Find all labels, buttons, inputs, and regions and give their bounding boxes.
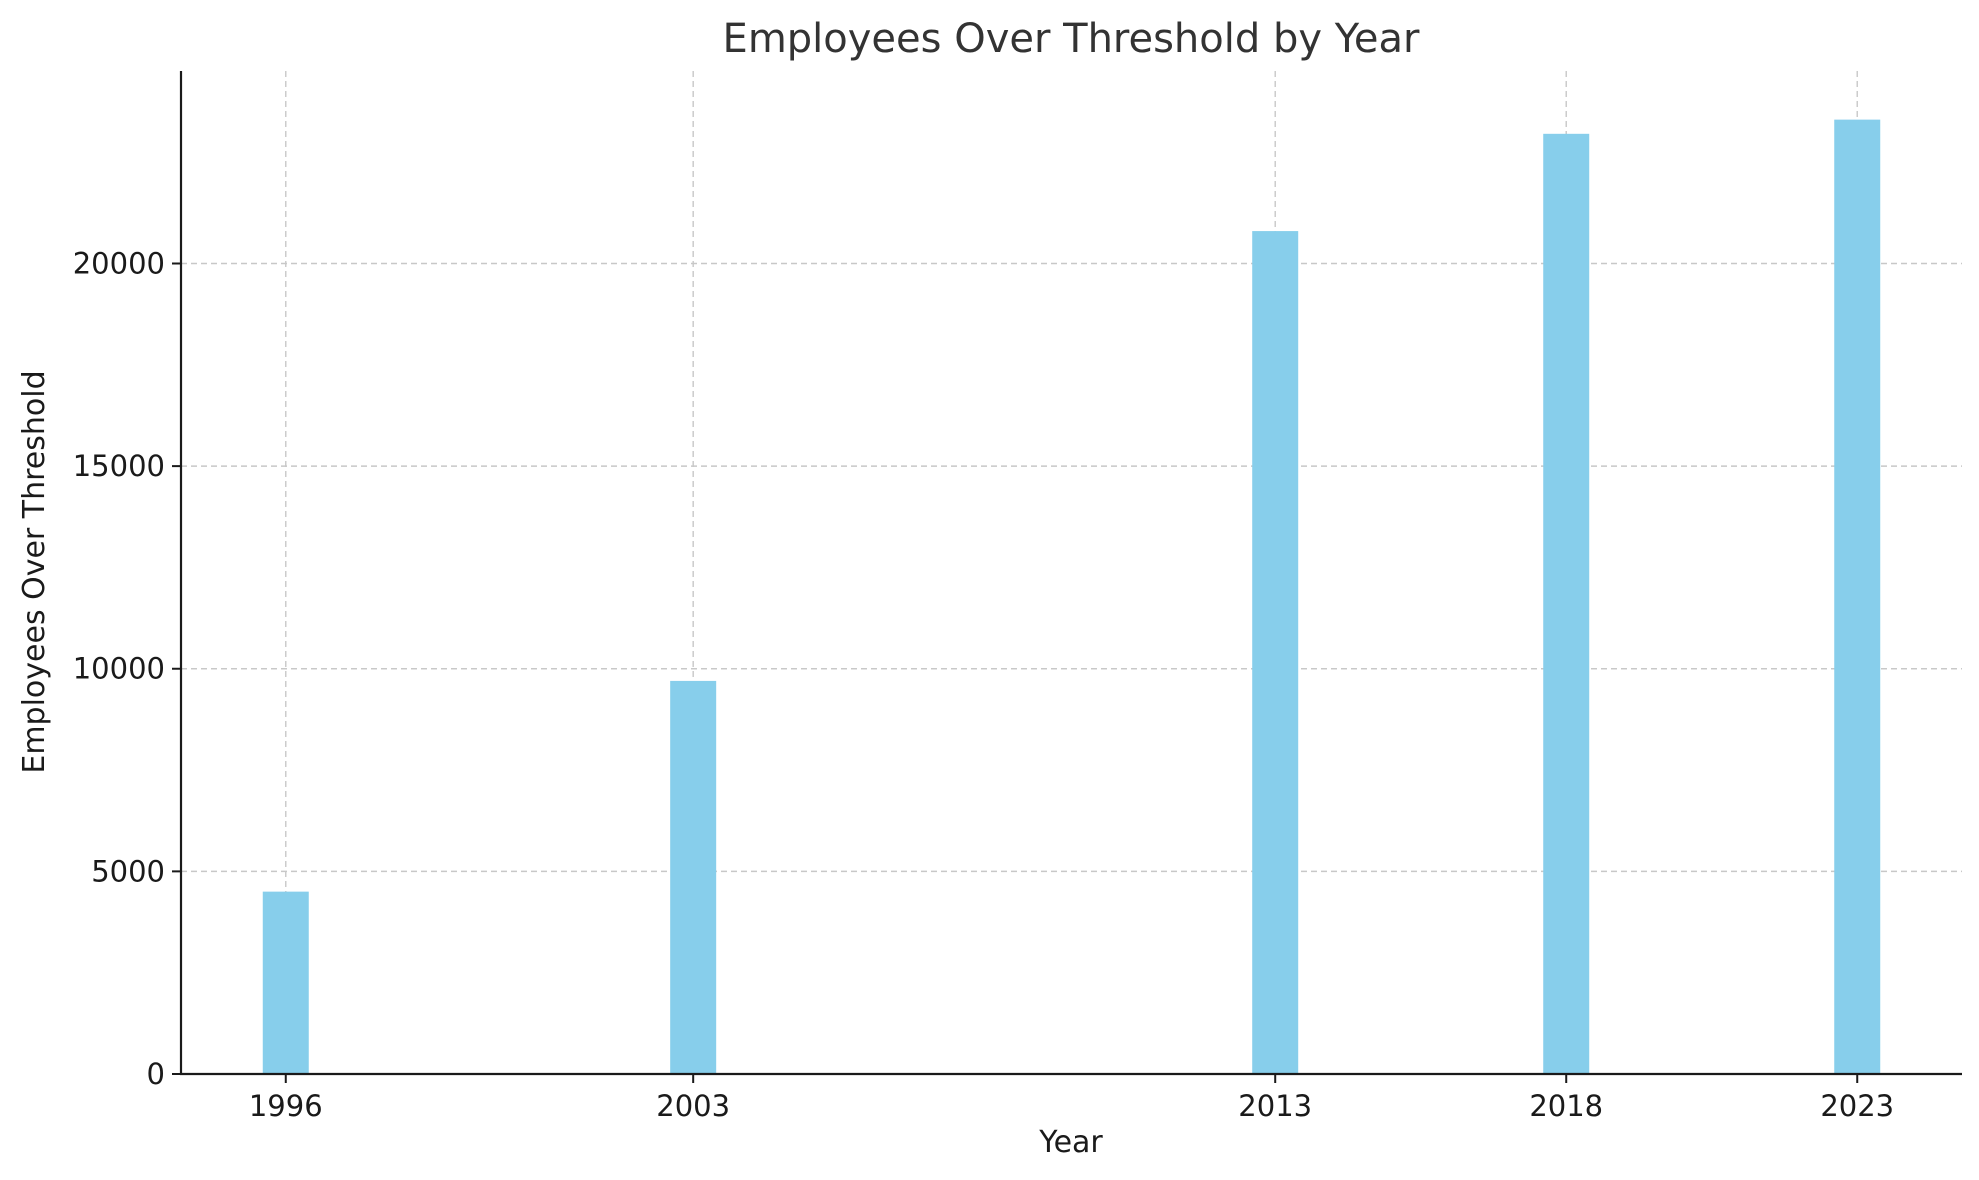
x-axis-label: Year [1038, 1125, 1103, 1160]
bars [262, 119, 1881, 1074]
x-tick-label: 2023 [1820, 1089, 1894, 1123]
bar-1996 [262, 891, 309, 1074]
y-tick-label: 10000 [73, 652, 165, 686]
y-tick-label: 0 [147, 1057, 165, 1091]
axes [179, 71, 1962, 1076]
chart-title: Employees Over Threshold by Year [723, 16, 1420, 62]
x-tick-label: 1996 [249, 1089, 323, 1123]
bar-2018 [1543, 133, 1590, 1074]
y-ticks: 0 5000 10000 15000 20000 [73, 246, 181, 1091]
x-tick-label: 2018 [1529, 1089, 1603, 1123]
bar-2003 [670, 680, 717, 1074]
bar-2013 [1252, 231, 1299, 1074]
x-tick-label: 2003 [656, 1089, 730, 1123]
grid [181, 71, 1962, 1074]
y-tick-label: 20000 [73, 246, 165, 280]
y-tick-label: 15000 [73, 449, 165, 483]
x-tick-label: 2013 [1238, 1089, 1312, 1123]
y-tick-label: 5000 [91, 854, 165, 888]
bar-2023 [1834, 119, 1881, 1074]
x-ticks: 1996 2003 2013 2018 2023 [249, 1074, 1894, 1123]
y-axis-label: Employees Over Threshold [17, 370, 52, 773]
